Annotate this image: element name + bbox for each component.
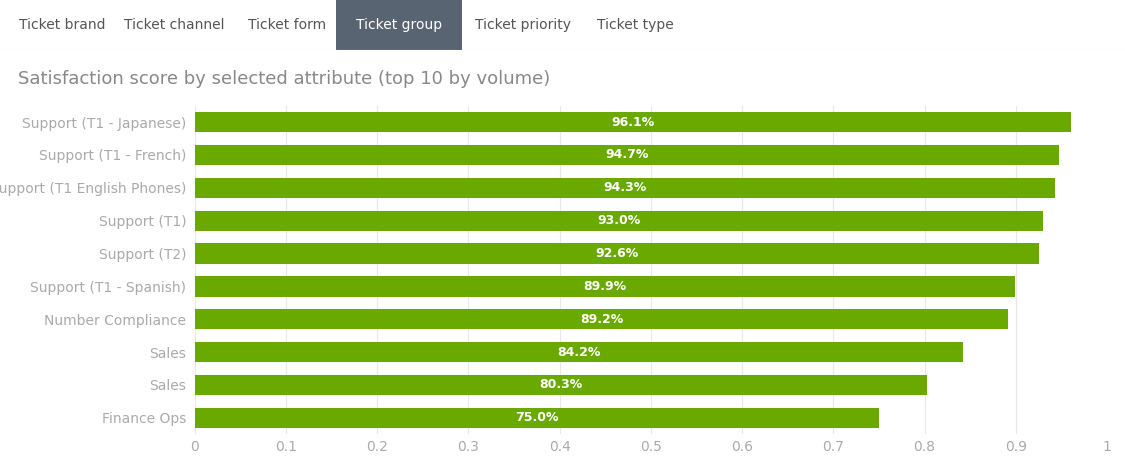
Text: 84.2%: 84.2%: [557, 346, 601, 359]
Bar: [195, 407, 879, 428]
Text: 89.9%: 89.9%: [583, 280, 627, 293]
Bar: [195, 112, 1071, 132]
Text: Ticket form: Ticket form: [248, 18, 326, 32]
Bar: [195, 309, 1008, 329]
Bar: [195, 145, 1059, 165]
Text: 92.6%: 92.6%: [595, 247, 639, 260]
Bar: [195, 375, 927, 395]
Text: 93.0%: 93.0%: [597, 214, 640, 227]
Text: Ticket type: Ticket type: [597, 18, 674, 32]
Text: 96.1%: 96.1%: [611, 116, 655, 128]
Bar: [195, 243, 1040, 264]
Text: Ticket priority: Ticket priority: [475, 18, 572, 32]
Bar: [195, 211, 1043, 231]
Text: 94.7%: 94.7%: [605, 148, 648, 162]
Text: Ticket channel: Ticket channel: [124, 18, 225, 32]
Text: Satisfaction score by selected attribute (top 10 by volume): Satisfaction score by selected attribute…: [18, 70, 550, 88]
Text: 80.3%: 80.3%: [539, 378, 583, 391]
Text: 94.3%: 94.3%: [603, 182, 647, 195]
FancyBboxPatch shape: [336, 0, 462, 50]
Text: 89.2%: 89.2%: [579, 313, 623, 326]
Bar: [195, 178, 1055, 198]
Text: Ticket brand: Ticket brand: [19, 18, 105, 32]
Text: Ticket group: Ticket group: [357, 18, 442, 32]
Bar: [195, 342, 963, 362]
Text: 75.0%: 75.0%: [515, 411, 558, 425]
Bar: [195, 276, 1015, 297]
